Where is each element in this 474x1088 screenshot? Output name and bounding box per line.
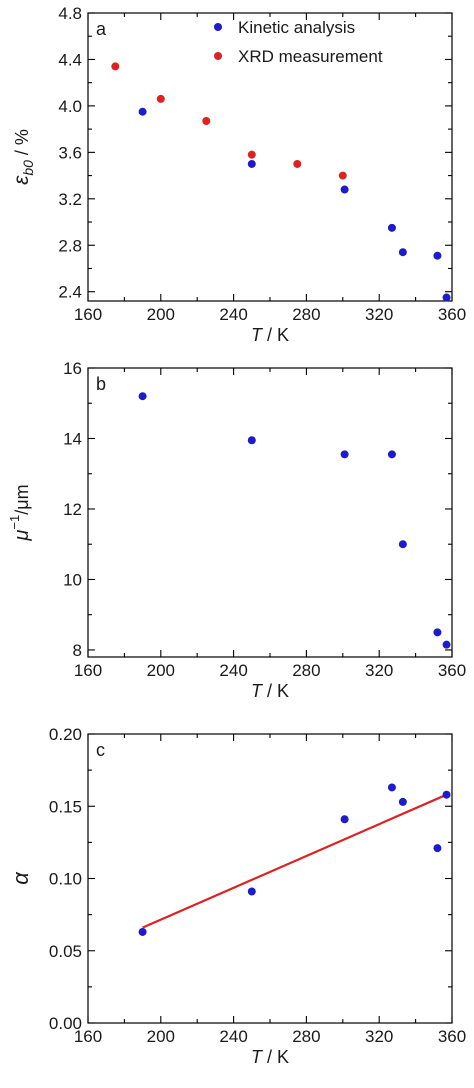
series-0 <box>138 392 451 649</box>
panel-letter: b <box>96 374 106 394</box>
data-point <box>433 251 442 260</box>
data-point <box>293 159 302 168</box>
data-point <box>247 150 256 159</box>
legend-label: XRD measurement <box>238 47 383 66</box>
x-axis-label: T / K <box>251 325 289 345</box>
legend-label: Kinetic analysis <box>238 18 355 37</box>
panel-letter: c <box>96 740 105 760</box>
x-tick-label: 160 <box>74 305 102 324</box>
panel-b: 160 200 240 280 320 360 8 10 12 14 16 b T / K μ−1/μm <box>7 359 466 701</box>
x-tick-label: 360 <box>438 661 466 680</box>
y-tick-label: 0.20 <box>49 725 82 744</box>
data-point <box>340 185 349 194</box>
plot-frame <box>87 367 453 658</box>
y-tick-label: 3.2 <box>58 190 82 209</box>
data-point <box>442 790 451 799</box>
legend-marker <box>214 52 222 60</box>
y-tick-label: 2.8 <box>58 236 82 255</box>
y-tick-label: 10 <box>63 570 82 589</box>
x-tick-label: 240 <box>219 661 247 680</box>
x-axis-label: T / K <box>251 1047 289 1067</box>
x-tick-label: 280 <box>292 305 320 324</box>
series-0 <box>138 783 451 936</box>
x-tick-label: 280 <box>292 1027 320 1046</box>
data-point <box>138 927 147 936</box>
legend: Kinetic analysis XRD measurement <box>214 18 383 66</box>
y-tick-label: 16 <box>63 359 82 378</box>
y-tick-label: 14 <box>63 429 82 448</box>
y-tick-label: 0.00 <box>49 1014 82 1033</box>
fit-line <box>142 793 447 929</box>
data-point <box>398 797 407 806</box>
y-tick-label: 8 <box>73 641 82 660</box>
x-tick-label: 320 <box>365 661 393 680</box>
x-tick-label: 360 <box>438 1027 466 1046</box>
data-point <box>387 450 396 459</box>
x-tick-label: 360 <box>438 305 466 324</box>
data-point <box>338 171 347 180</box>
data-point <box>138 392 147 401</box>
data-point <box>247 436 256 445</box>
data-point <box>111 62 120 71</box>
y-tick-label: 0.05 <box>49 942 82 961</box>
y-tick-label: 3.6 <box>58 143 82 162</box>
data-point <box>442 293 451 302</box>
data-point <box>156 94 165 103</box>
panel-letter: a <box>96 19 107 39</box>
x-tick-label: 280 <box>292 661 320 680</box>
x-tick-label: 160 <box>74 661 102 680</box>
x-tick-label: 320 <box>365 305 393 324</box>
y-axis-label: μ−1/μm <box>7 484 33 541</box>
data-point <box>138 107 147 116</box>
data-point <box>247 887 256 896</box>
data-point <box>433 844 442 853</box>
x-tick-label: 200 <box>147 305 175 324</box>
y-tick-label: 4.4 <box>58 50 82 69</box>
y-tick-label: 0.15 <box>49 797 82 816</box>
series-1 <box>111 62 347 180</box>
x-tick-label: 240 <box>219 305 247 324</box>
x-tick-label: 240 <box>219 1027 247 1046</box>
legend-marker <box>214 23 222 31</box>
y-axis-label: εb0 / % <box>10 129 36 185</box>
x-tick-label: 320 <box>365 1027 393 1046</box>
panel-a: 160 200 240 280 320 360 2.4 2.8 3.2 3.6 4.0 4.4 4.8 a… <box>10 4 466 345</box>
data-point <box>398 540 407 549</box>
x-tick-label: 160 <box>74 1027 102 1046</box>
data-point <box>387 783 396 792</box>
x-tick-label: 200 <box>147 1027 175 1046</box>
data-point <box>433 628 442 637</box>
x-axis-label: T / K <box>251 681 289 701</box>
x-tick-label: 200 <box>147 661 175 680</box>
data-point <box>202 117 211 125</box>
series-0 <box>138 107 451 302</box>
data-point <box>340 450 349 459</box>
y-tick-label: 0.10 <box>49 870 82 889</box>
data-point <box>340 815 349 824</box>
data-point <box>247 159 256 168</box>
y-tick-label: 12 <box>63 500 82 519</box>
y-tick-label: 4.8 <box>58 4 82 23</box>
y-tick-label: 4.0 <box>58 97 82 116</box>
data-point <box>442 640 451 649</box>
panel-c: 160 200 240 280 320 360 0.00 0.05 0.10 0.15 0.20 c T… <box>8 725 466 1067</box>
y-tick-label: 2.4 <box>58 283 82 302</box>
data-point <box>387 223 396 232</box>
plot-frame <box>87 733 453 1024</box>
data-point <box>398 248 407 257</box>
y-axis-label: α <box>8 871 33 885</box>
